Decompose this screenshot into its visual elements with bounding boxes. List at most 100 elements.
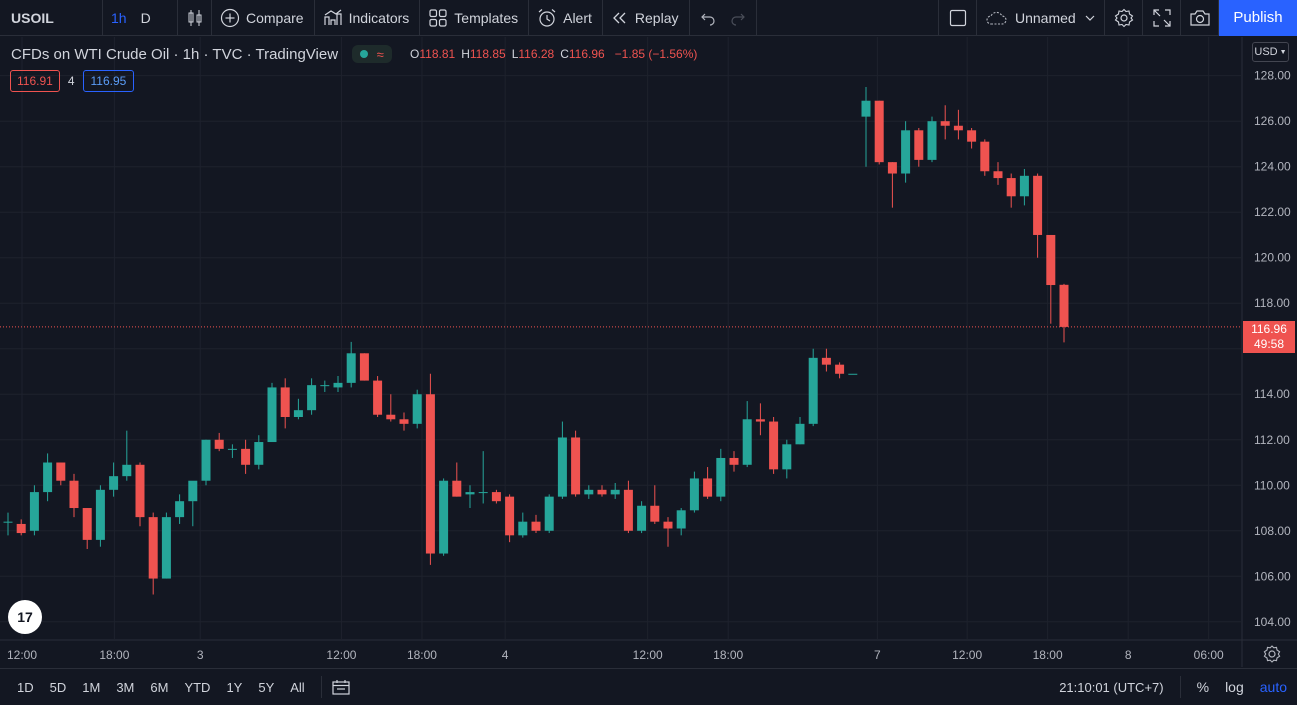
time-tick-label: 4 [502,648,509,662]
delayed-data-icon: ≈ [376,46,384,62]
price-tick-label: 128.00 [1254,69,1291,83]
range-button-ytd[interactable]: YTD [184,679,211,695]
indicators-button[interactable]: Indicators [315,0,421,36]
high-key: H [461,47,470,61]
snapshot-button[interactable] [1181,0,1219,36]
candle-body [3,521,13,523]
high-value: 118.85 [469,47,506,61]
candle-body [663,521,673,529]
settings-button[interactable] [1105,0,1143,36]
range-button-1y[interactable]: 1Y [226,679,243,695]
time-tick-label: 12:00 [326,648,356,662]
interval-group: 1h D [103,0,178,36]
chart-pane[interactable]: 104.00 106.00 108.00 110.00 112.00 114.00 116.… [0,37,1297,667]
range-button-1d[interactable]: 1D [17,679,34,695]
candle-body [729,457,739,465]
candle-body [267,387,277,443]
auto-scale-toggle[interactable]: auto [1259,679,1287,695]
candle [874,100,884,165]
undo-icon[interactable] [700,10,716,26]
candle-body [439,480,449,554]
candle [254,435,264,470]
candle [56,462,66,486]
log-scale-toggle[interactable]: log [1225,679,1244,695]
candle-body [227,448,237,450]
candle [307,378,317,415]
templates-button[interactable]: Templates [420,0,530,36]
candle [69,473,79,518]
range-button-5y[interactable]: 5Y [258,679,275,695]
compare-label: Compare [246,9,304,26]
time-axis-ticks: 12:00 18:00 3 12:00 18:00 4 12:00 18:00 7 12:00 18… [7,648,1224,662]
currency-button[interactable]: USD ▼ [1252,42,1289,62]
series-title[interactable]: CFDs on WTI Crude Oil · 1h · TVC · Tradi… [11,45,339,63]
tradingview-logo-icon[interactable]: 17 [8,600,42,634]
range-button-1m[interactable]: 1M [82,679,101,695]
buy-price-button[interactable]: 116.95 [82,70,135,92]
publish-button[interactable]: Publish [1219,0,1297,36]
candle [755,403,765,436]
candle [452,462,462,497]
interval-d-button[interactable]: D [140,9,151,26]
symbol-search-button[interactable]: USOIL [0,0,103,36]
candle [861,87,871,167]
range-button-3m[interactable]: 3M [116,679,135,695]
candle-body [980,141,990,172]
candle [518,512,528,538]
candle [769,417,779,474]
time-tick-label: 12:00 [633,648,663,662]
percent-scale-toggle[interactable]: % [1196,679,1210,695]
candle [967,128,977,149]
square-layout-icon [949,9,966,26]
market-status-badge[interactable]: ≈ [352,45,393,63]
replay-button[interactable]: Replay [603,0,690,36]
calendar-range-icon[interactable] [332,679,350,695]
candle [227,444,237,458]
candle-body [887,162,897,174]
candle [729,451,739,472]
scale-settings-gear-icon[interactable] [1262,644,1282,664]
fullscreen-button[interactable] [1143,0,1181,36]
alert-button[interactable]: Alert [529,0,603,36]
candle [914,128,924,167]
candle [320,380,330,392]
candle [3,512,13,536]
candle-body [914,130,924,160]
range-button-all[interactable]: All [290,679,305,695]
candle-body [16,523,26,534]
candle-body [650,505,660,522]
candle-body [465,492,475,495]
layout-name-button[interactable]: Unnamed [977,0,1105,36]
candle-body [557,437,567,497]
templates-label: Templates [454,9,519,26]
currency-label: USD [1254,46,1278,58]
candle-body [993,171,1003,179]
candle [478,451,488,504]
redo-icon[interactable] [730,10,746,26]
last-price-label: 116.96 49:58 [1243,321,1295,353]
sell-price-button[interactable]: 116.91 [10,70,60,92]
candle [373,376,383,418]
layout-select-button[interactable] [939,0,977,36]
candle-body [505,496,515,536]
range-button-5d[interactable]: 5D [49,679,67,695]
camera-icon [1189,9,1210,26]
candle [412,389,422,429]
candle [122,430,132,481]
candle [835,362,845,379]
range-button-6m[interactable]: 6M [150,679,169,695]
chart-type-button[interactable] [178,0,212,36]
candle-body [623,489,633,531]
candle [716,448,726,502]
candle-body [201,439,211,481]
candle-body [861,100,871,117]
candlestick-chart[interactable]: 104.00 106.00 108.00 110.00 112.00 114.00 116.… [0,37,1297,667]
candle-body [161,517,171,579]
candle-body [399,419,409,424]
interval-1h-button[interactable]: 1h [111,9,127,26]
price-tick-label: 120.00 [1254,251,1291,265]
compare-button[interactable]: Compare [212,0,315,36]
candle-body [280,387,290,418]
timezone-button[interactable]: 21:10:01 (UTC+7) [1059,676,1181,698]
candle-body [359,353,369,381]
